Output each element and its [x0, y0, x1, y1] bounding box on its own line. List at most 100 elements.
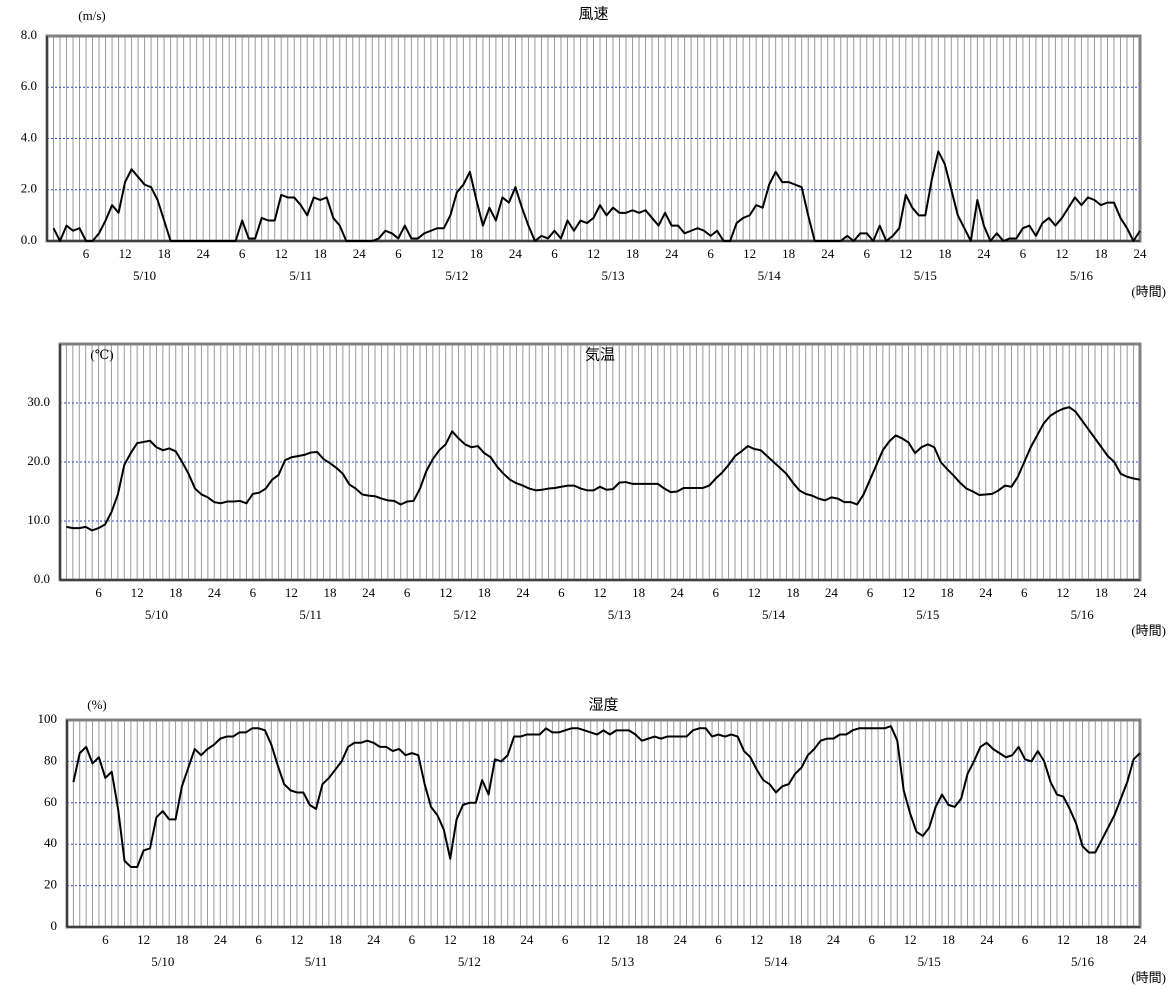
y-tick-label: 2.0 — [21, 181, 37, 196]
x-tick-label: 6 — [83, 246, 90, 261]
x-tick-label: 12 — [1056, 585, 1069, 600]
chart-panel: 0.0 10.0 20.0 30.0 6 12 18 24 6 12 18 24 6 12 18 24 6 12 1… — [27, 342, 1166, 638]
x-tick-label: 12 — [750, 932, 763, 947]
y-tick-label: 6.0 — [21, 78, 37, 93]
y-tick-label: 80 — [44, 752, 57, 767]
y-tick-label: 100 — [38, 711, 58, 726]
x-tick-label: 12 — [1057, 932, 1070, 947]
x-tick-label: 12 — [431, 246, 444, 261]
x-tick-label: 6 — [707, 246, 714, 261]
x-tick-label: 6 — [715, 932, 722, 947]
data-line — [52, 150, 1141, 242]
date-label: 5/11 — [299, 607, 322, 622]
x-tick-label: 6 — [551, 246, 558, 261]
data-line — [72, 725, 1141, 868]
y-tick-label: 0 — [51, 918, 58, 933]
x-tick-label: 6 — [250, 585, 257, 600]
x-tick-label: 6 — [239, 246, 246, 261]
x-tick-label: 24 — [977, 246, 991, 261]
x-tick-label: 18 — [329, 932, 342, 947]
x-tick-label: 12 — [594, 585, 607, 600]
x-tick-label: 24 — [1134, 932, 1148, 947]
x-tick-label: 12 — [902, 585, 915, 600]
x-tick-label: 24 — [980, 932, 994, 947]
date-label: 5/10 — [145, 607, 168, 622]
x-tick-label: 18 — [632, 585, 645, 600]
date-label: 5/13 — [611, 954, 634, 969]
x-tick-label: 24 — [665, 246, 679, 261]
date-label: 5/10 — [151, 954, 174, 969]
x-tick-label: 6 — [95, 585, 102, 600]
y-tick-label: 8.0 — [21, 27, 37, 42]
y-tick-label: 10.0 — [27, 512, 50, 527]
x-tick-label: 18 — [482, 932, 495, 947]
date-label: 5/14 — [758, 268, 782, 283]
date-label: 5/15 — [916, 607, 939, 622]
y-unit-label: (%) — [87, 697, 107, 712]
date-label: 5/10 — [133, 268, 156, 283]
x-tick-label: 18 — [314, 246, 327, 261]
x-tick-label: 6 — [404, 585, 411, 600]
date-label: 5/16 — [1071, 954, 1095, 969]
x-tick-label: 18 — [175, 932, 188, 947]
x-tick-label: 12 — [439, 585, 452, 600]
chart-panel: 0.0 2.0 4.0 6.0 8.0 6 12 18 24 6 12 18 24 6 12 18 24 6 12 1… — [21, 5, 1166, 299]
date-label: 5/14 — [764, 954, 788, 969]
x-tick-label: 18 — [938, 246, 951, 261]
x-tick-label: 24 — [516, 585, 530, 600]
x-tick-label: 12 — [597, 932, 610, 947]
x-tick-label: 6 — [562, 932, 569, 947]
x-tick-label: 18 — [324, 585, 337, 600]
x-tick-label: 18 — [942, 932, 955, 947]
x-tick-label: 18 — [158, 246, 171, 261]
x-unit-label: (時間) — [1131, 623, 1166, 638]
y-unit-label: (m/s) — [78, 8, 105, 23]
date-label: 5/15 — [918, 954, 941, 969]
date-label: 5/13 — [601, 268, 624, 283]
x-tick-label: 6 — [102, 932, 109, 947]
x-tick-label: 18 — [626, 246, 639, 261]
x-tick-label: 24 — [214, 932, 228, 947]
x-tick-label: 18 — [1095, 932, 1108, 947]
x-tick-label: 6 — [1022, 932, 1029, 947]
y-tick-label: 30.0 — [27, 394, 50, 409]
x-tick-label: 6 — [867, 585, 874, 600]
x-tick-label: 12 — [904, 932, 917, 947]
y-tick-label: 20.0 — [27, 453, 50, 468]
date-label: 5/13 — [608, 607, 631, 622]
x-tick-label: 12 — [285, 585, 298, 600]
x-tick-label: 6 — [395, 246, 402, 261]
x-tick-label: 18 — [169, 585, 182, 600]
x-tick-label: 12 — [1055, 246, 1068, 261]
chart-title: 気温 — [585, 346, 615, 363]
x-tick-label: 12 — [131, 585, 144, 600]
date-label: 5/11 — [289, 268, 312, 283]
x-tick-label: 12 — [119, 246, 132, 261]
x-tick-label: 24 — [367, 932, 381, 947]
date-label: 5/16 — [1070, 268, 1094, 283]
x-unit-label: (時間) — [1131, 970, 1166, 985]
x-tick-label: 18 — [786, 585, 799, 600]
y-tick-label: 0.0 — [21, 232, 37, 247]
x-tick-label: 24 — [520, 932, 534, 947]
x-tick-label: 18 — [941, 585, 954, 600]
x-tick-label: 12 — [743, 246, 756, 261]
y-tick-label: 0.0 — [34, 571, 50, 586]
x-tick-label: 24 — [821, 246, 835, 261]
x-tick-label: 12 — [290, 932, 303, 947]
x-unit-label: (時間) — [1131, 284, 1166, 299]
x-tick-label: 12 — [444, 932, 457, 947]
x-tick-label: 12 — [137, 932, 150, 947]
date-label: 5/11 — [305, 954, 328, 969]
x-tick-label: 6 — [409, 932, 416, 947]
x-tick-label: 6 — [869, 932, 876, 947]
date-label: 5/14 — [762, 607, 786, 622]
y-tick-label: 20 — [44, 877, 57, 892]
x-tick-label: 18 — [470, 246, 483, 261]
y-tick-label: 40 — [44, 835, 57, 850]
date-label: 5/12 — [458, 954, 481, 969]
date-label: 5/12 — [453, 607, 476, 622]
x-tick-label: 18 — [1094, 246, 1107, 261]
y-unit-label: (℃) — [90, 347, 113, 362]
